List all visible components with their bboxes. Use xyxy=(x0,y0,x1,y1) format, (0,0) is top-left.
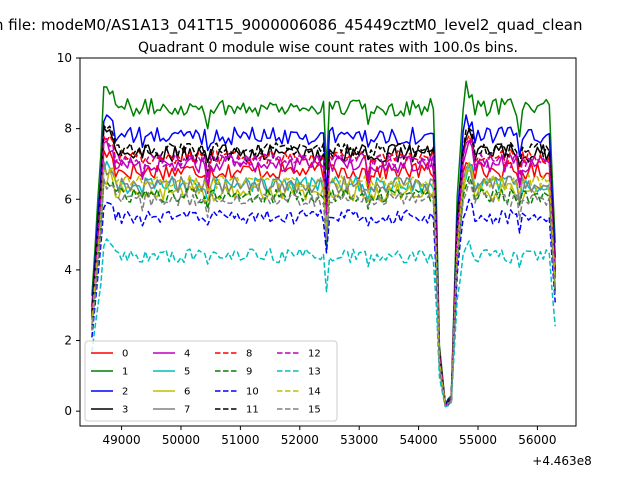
legend-label-14: 14 xyxy=(308,387,321,398)
plot-series xyxy=(91,80,556,408)
plot-area-frame xyxy=(79,57,577,427)
legend-frame xyxy=(84,340,338,422)
legend-label-6: 6 xyxy=(184,387,190,398)
legend-label-4: 4 xyxy=(184,349,190,360)
chart-title: Quadrant 0 module wise count rates with … xyxy=(138,40,518,56)
legend-label-11: 11 xyxy=(246,405,259,416)
legend-label-3: 3 xyxy=(122,405,128,416)
x-tick-label: 49000 xyxy=(102,433,140,447)
figure-suptitle: n file: modeM0/AS1A13_041T15_9000006086_… xyxy=(0,16,583,35)
series-line-15 xyxy=(91,177,556,408)
series-line-9 xyxy=(91,175,556,405)
legend-label-15: 15 xyxy=(308,405,321,416)
legend-label-2: 2 xyxy=(122,387,128,398)
legend-label-1: 1 xyxy=(122,367,128,378)
x-axis-offset-label: +4.463e8 xyxy=(532,454,591,468)
series-line-14 xyxy=(91,161,556,405)
x-tick-label: 54000 xyxy=(399,433,437,447)
y-tick-label: 0 xyxy=(64,404,72,418)
series-line-7 xyxy=(91,160,556,407)
x-tick-label: 50000 xyxy=(162,433,200,447)
series-line-13 xyxy=(91,238,556,408)
x-tick-label: 55000 xyxy=(459,433,497,447)
series-line-2 xyxy=(91,114,556,405)
series-line-10 xyxy=(91,198,556,407)
legend-label-8: 8 xyxy=(246,349,252,360)
legend-label-9: 9 xyxy=(246,367,252,378)
series-line-1 xyxy=(91,80,556,406)
y-tick-label: 6 xyxy=(64,192,72,206)
series-line-11 xyxy=(91,124,556,405)
x-tick-label: 53000 xyxy=(340,433,378,447)
x-axis-ticks: 49000 50000 51000 52000 53000 54000 55000 56000 xyxy=(102,426,556,447)
legend-label-5: 5 xyxy=(184,367,190,378)
y-tick-label: 4 xyxy=(64,263,72,277)
legend-label-7: 7 xyxy=(184,405,190,416)
series-line-3 xyxy=(91,126,556,405)
y-axis-ticks: 0 2 4 6 8 10 xyxy=(57,51,80,418)
y-tick-label: 2 xyxy=(64,334,72,348)
legend-label-13: 13 xyxy=(308,367,321,378)
legend-label-10: 10 xyxy=(246,387,259,398)
y-tick-label: 8 xyxy=(64,122,72,136)
legend-label-12: 12 xyxy=(308,349,321,360)
legend-label-0: 0 xyxy=(122,349,128,360)
y-tick-label: 10 xyxy=(57,51,72,65)
x-tick-label: 51000 xyxy=(221,433,259,447)
x-tick-label: 52000 xyxy=(281,433,319,447)
x-tick-label: 56000 xyxy=(518,433,556,447)
